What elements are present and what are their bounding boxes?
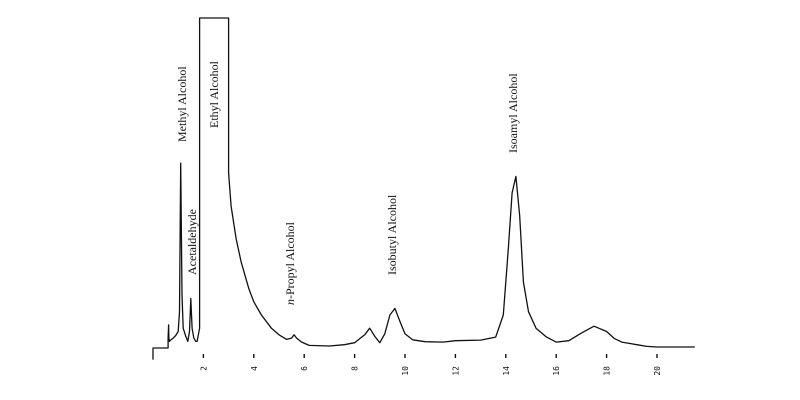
x-tick-label: 2	[199, 366, 208, 371]
x-tick-label: 16	[552, 366, 561, 376]
x-axis-ticks: 2 4 6 8 10 12 14 16 18 20	[199, 354, 662, 376]
peak-label-methyl-alcohol: Methyl Alcohol	[175, 66, 189, 142]
x-tick-label: 18	[603, 366, 612, 376]
peak-label-isoamyl-alcohol: Isoamyl Alcohol	[506, 73, 520, 153]
peak-label-n-propyl-alcohol: n-Propyl Alcohol	[283, 221, 297, 305]
chromatogram-trace	[152, 17, 695, 360]
x-tick-label: 6	[300, 366, 309, 371]
peak-labels: Methyl Alcohol Acetaldehyde Ethyl Alcohol n…	[175, 60, 520, 305]
x-tick-label: 14	[502, 366, 511, 376]
peak-label-isobutyl-alcohol: Isobutyl Alcohol	[385, 194, 399, 275]
x-tick-label: 10	[401, 366, 410, 376]
x-tick-label: 12	[451, 366, 460, 376]
peak-label-ethyl-alcohol: Ethyl Alcohol	[207, 60, 221, 128]
x-tick-label: 8	[351, 366, 360, 371]
peak-label-acetaldehyde: Acetaldehyde	[185, 209, 199, 275]
trace-layer	[152, 17, 695, 360]
x-tick-label: 20	[653, 366, 662, 376]
x-tick-label: 4	[250, 366, 259, 371]
